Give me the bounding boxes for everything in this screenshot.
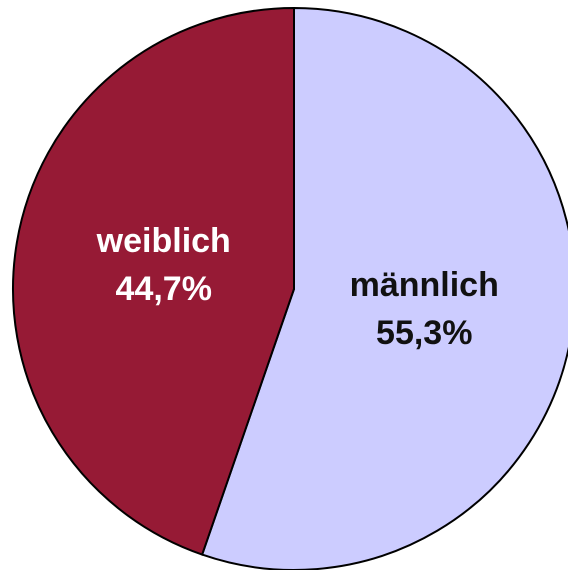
pie-slice bbox=[12, 6, 295, 556]
slice-value-label: 55,3% bbox=[376, 314, 472, 352]
slice-category-label: männlich bbox=[350, 266, 499, 304]
slice-value-label: 44,7% bbox=[116, 270, 212, 308]
slice-category-label: weiblich bbox=[96, 222, 231, 260]
pie-slice bbox=[200, 6, 568, 570]
